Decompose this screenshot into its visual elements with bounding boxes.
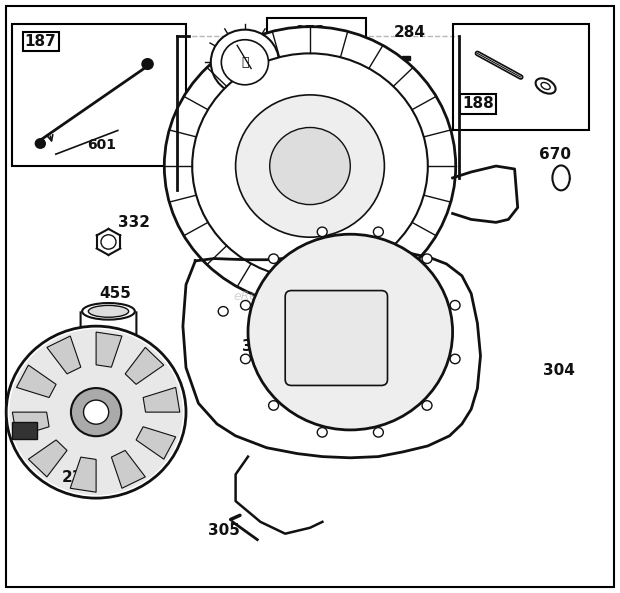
Circle shape xyxy=(317,428,327,437)
Circle shape xyxy=(35,139,45,148)
Polygon shape xyxy=(236,457,322,534)
Text: eReplacementParts.com: eReplacementParts.com xyxy=(234,290,386,303)
Polygon shape xyxy=(112,451,145,488)
Bar xyxy=(402,56,410,60)
Polygon shape xyxy=(12,412,49,437)
Polygon shape xyxy=(17,365,56,397)
Text: 187: 187 xyxy=(25,34,56,49)
Circle shape xyxy=(6,326,186,498)
Circle shape xyxy=(221,40,268,85)
Text: 363: 363 xyxy=(242,339,274,355)
Circle shape xyxy=(101,235,116,249)
Polygon shape xyxy=(47,336,81,374)
Polygon shape xyxy=(183,250,480,458)
Circle shape xyxy=(422,254,432,263)
Text: 972: 972 xyxy=(294,25,326,40)
Polygon shape xyxy=(70,457,96,492)
Circle shape xyxy=(236,95,384,237)
Circle shape xyxy=(450,301,460,310)
Polygon shape xyxy=(143,387,180,412)
Circle shape xyxy=(9,329,183,495)
Bar xyxy=(453,24,589,130)
Text: 284: 284 xyxy=(394,25,426,40)
Circle shape xyxy=(142,59,153,69)
Polygon shape xyxy=(125,347,164,384)
Text: ⓢ: ⓢ xyxy=(241,56,249,69)
FancyBboxPatch shape xyxy=(220,92,270,133)
Circle shape xyxy=(192,53,428,279)
Circle shape xyxy=(450,354,460,364)
Text: 601: 601 xyxy=(87,138,116,152)
Bar xyxy=(267,18,366,107)
Polygon shape xyxy=(96,332,122,367)
Ellipse shape xyxy=(536,78,556,94)
Circle shape xyxy=(373,227,383,237)
FancyBboxPatch shape xyxy=(285,291,388,385)
Circle shape xyxy=(270,127,350,205)
Circle shape xyxy=(71,388,122,436)
Circle shape xyxy=(241,301,250,310)
Polygon shape xyxy=(136,427,175,459)
Text: 455: 455 xyxy=(99,286,131,301)
Circle shape xyxy=(268,401,278,410)
Circle shape xyxy=(373,428,383,437)
Circle shape xyxy=(248,234,453,430)
Text: 332: 332 xyxy=(118,215,150,230)
Text: 188: 188 xyxy=(462,96,494,111)
PathPatch shape xyxy=(81,311,136,356)
Ellipse shape xyxy=(552,165,570,190)
Circle shape xyxy=(317,227,327,237)
Circle shape xyxy=(211,30,279,95)
Text: 305: 305 xyxy=(208,523,239,538)
Bar xyxy=(12,24,186,166)
Ellipse shape xyxy=(88,305,129,317)
Circle shape xyxy=(241,354,250,364)
Text: 23: 23 xyxy=(62,470,83,485)
Text: 670: 670 xyxy=(539,146,572,162)
Circle shape xyxy=(84,400,108,424)
Ellipse shape xyxy=(82,303,135,320)
Text: 957: 957 xyxy=(294,66,326,82)
Circle shape xyxy=(164,27,456,305)
Circle shape xyxy=(218,307,228,316)
Ellipse shape xyxy=(541,82,550,90)
Bar xyxy=(12,422,37,439)
Circle shape xyxy=(268,254,278,263)
Text: 304: 304 xyxy=(542,363,574,378)
Circle shape xyxy=(422,401,432,410)
Polygon shape xyxy=(29,440,67,477)
